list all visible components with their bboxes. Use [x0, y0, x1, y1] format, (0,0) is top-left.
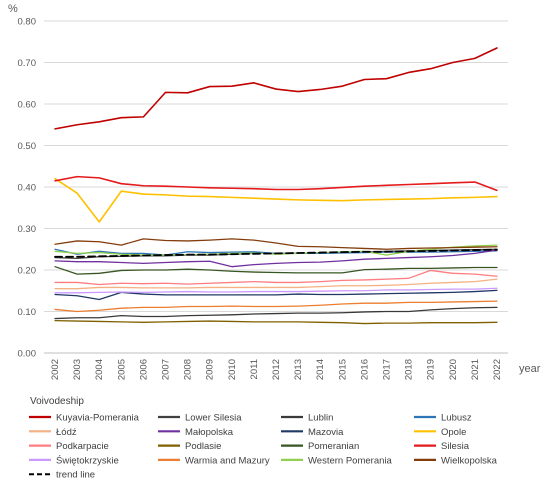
legend-item: Kuyavia-Pomerania — [29, 413, 140, 424]
x-tick-label: 2002 — [50, 359, 61, 380]
legend-label: Western Pomerania — [308, 455, 392, 466]
y-tick-label: 0.30 — [18, 224, 37, 235]
x-tick-label: 2020 — [448, 359, 459, 380]
legend-item: Lower Silesia — [158, 413, 242, 424]
legend-item: Western Pomerania — [281, 455, 392, 466]
x-tick-label: 2008 — [183, 359, 194, 380]
legend-label: Wielkopolska — [441, 455, 498, 466]
legend-item: Silesia — [414, 441, 470, 452]
legend: Kuyavia-Pomerania Lower Silesia Lublin Lubu… — [29, 413, 498, 481]
legend-label: Lubusz — [441, 413, 472, 424]
x-tick-label: 2010 — [227, 359, 238, 380]
legend-item: Lublin — [281, 413, 333, 424]
legend-item: Łódź — [29, 427, 77, 438]
x-tick-label: 2005 — [116, 359, 127, 380]
series-lines — [54, 47, 498, 325]
legend-label: Kuyavia-Pomerania — [56, 413, 140, 424]
y-tick-label: 0.00 — [18, 349, 37, 360]
x-tick-label: 2014 — [315, 359, 326, 380]
legend-item: trend line — [29, 470, 95, 481]
legend-item: Małopolska — [158, 427, 234, 438]
legend-item: Mazovia — [281, 427, 344, 438]
legend-label: Opole — [441, 427, 466, 438]
x-tick-label: 2022 — [492, 359, 503, 380]
gridlines — [44, 20, 508, 354]
series-line-podkarpacie — [54, 269, 498, 286]
legend-label: Małopolska — [185, 427, 234, 438]
legend-title: Voivodeship — [30, 396, 84, 407]
legend-item: Pomeranian — [281, 441, 359, 452]
series-line-silesia — [54, 175, 498, 192]
legend-item: Opole — [414, 427, 466, 438]
x-tick-label: 2021 — [470, 359, 481, 380]
y-tick-label: 0.60 — [18, 100, 37, 111]
legend-label: Podlasie — [185, 441, 221, 452]
x-tick-label: 2015 — [337, 359, 348, 380]
x-tick-label: 2003 — [72, 359, 83, 380]
series-line-ma-opolska — [54, 249, 498, 268]
series-line-mazovia — [54, 289, 498, 301]
series-line--d- — [54, 278, 498, 290]
x-tick-label: 2017 — [381, 359, 392, 380]
legend-label: Warmia and Mazury — [185, 455, 270, 466]
x-tick-label: 2013 — [293, 359, 304, 380]
x-tick-label: 2018 — [404, 359, 415, 380]
x-tick-label: 2009 — [205, 359, 216, 380]
y-axis-label: % — [8, 3, 18, 15]
legend-label: Lower Silesia — [185, 413, 242, 424]
y-tick-label: 0.10 — [18, 307, 37, 318]
series-line-lublin — [54, 306, 498, 320]
legend-label: Łódź — [56, 427, 77, 438]
legend-label: Pomeranian — [308, 441, 359, 452]
x-tick-label: 2006 — [138, 359, 149, 380]
series-line-trend-line — [54, 248, 498, 258]
y-tick-label: 0.20 — [18, 266, 37, 277]
series-line-kuyavia-pomerania — [54, 47, 498, 130]
legend-item: Warmia and Mazury — [158, 455, 270, 466]
legend-item: Wielkopolska — [414, 455, 498, 466]
legend-label: Świętokrzyskie — [56, 454, 119, 466]
series-line-wielkopolska — [54, 238, 498, 250]
y-tick-label: 0.80 — [18, 17, 37, 28]
y-axis-ticks: 0.00 0.10 0.20 0.30 0.40 0.50 0.60 0.70 0.80 — [18, 17, 37, 360]
x-tick-label: 2007 — [161, 359, 172, 380]
series-line-pomeranian — [54, 266, 498, 275]
y-tick-label: 0.50 — [18, 141, 37, 152]
x-axis-label: year — [519, 363, 541, 375]
legend-label: Lublin — [308, 413, 333, 424]
series-line--wi-tokrzyskie — [54, 287, 498, 294]
series-line-opole — [54, 177, 498, 223]
legend-item: Świętokrzyskie — [29, 454, 119, 466]
legend-item: Lubusz — [414, 413, 472, 424]
series-line-podlasie — [54, 319, 498, 325]
x-axis-ticks: 2002 2003 2004 2005 2006 2007 2008 2009 2010 2011… — [50, 359, 503, 380]
legend-label: Mazovia — [308, 427, 344, 438]
legend-label: Podkarpacie — [56, 441, 109, 452]
x-tick-label: 2011 — [249, 359, 260, 379]
x-tick-label: 2019 — [426, 359, 437, 380]
y-tick-label: 0.70 — [18, 58, 37, 69]
y-tick-label: 0.40 — [18, 183, 37, 194]
series-line-warmia-and-mazury — [54, 300, 498, 313]
x-tick-label: 2012 — [271, 359, 282, 380]
x-tick-label: 2016 — [359, 359, 370, 380]
legend-item: Podlasie — [158, 441, 221, 452]
legend-item: Podkarpacie — [29, 441, 109, 452]
x-tick-label: 2004 — [94, 359, 105, 380]
legend-label: trend line — [56, 470, 95, 481]
legend-label: Silesia — [441, 441, 470, 452]
